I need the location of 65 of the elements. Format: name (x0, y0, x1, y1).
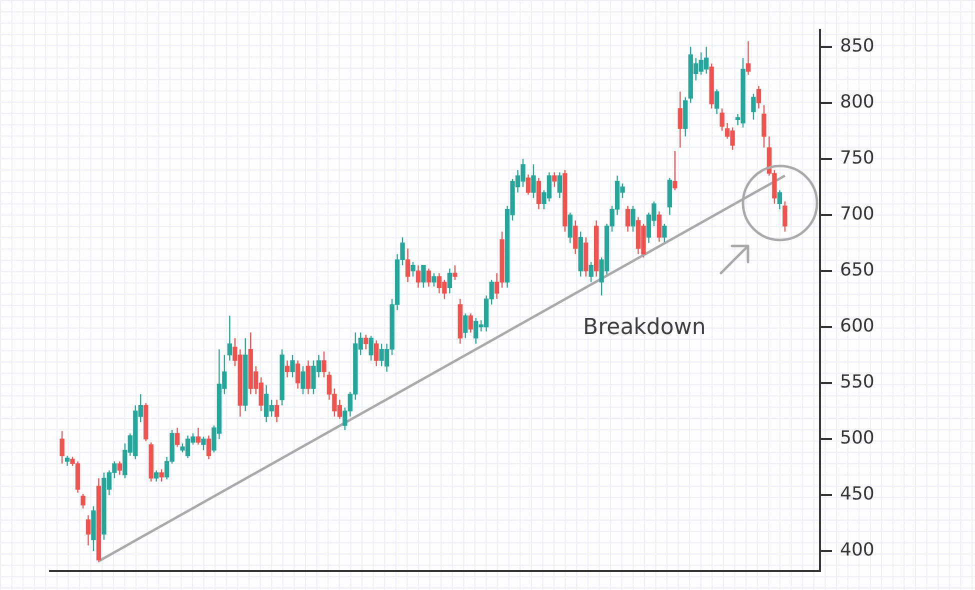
candlestick (720, 108, 724, 132)
candlestick (630, 205, 636, 232)
y-tick-label: 750 (840, 148, 874, 169)
candlestick (80, 493, 86, 510)
y-tick-label: 600 (840, 316, 874, 337)
candlestick (410, 261, 416, 278)
candlestick (678, 91, 682, 148)
candlestick (416, 264, 421, 288)
candlestick (447, 268, 452, 294)
candlestick (777, 190, 782, 210)
y-tick-label: 800 (840, 92, 874, 113)
candlestick (86, 514, 91, 546)
candlestick (154, 470, 159, 482)
candlestick (531, 164, 536, 199)
candlestick (426, 268, 432, 288)
y-tick-label: 450 (840, 484, 874, 505)
candlestick (536, 177, 542, 210)
candlestick (557, 172, 562, 199)
candlestick (284, 360, 290, 378)
candlestick (364, 334, 368, 350)
candlestick (625, 205, 630, 232)
candlestick (196, 427, 201, 446)
candlestick (374, 340, 379, 367)
candlestick (662, 223, 667, 244)
candlestick (672, 150, 678, 191)
candlestick (573, 220, 578, 255)
candlestick (782, 200, 788, 232)
candlestick (432, 272, 436, 288)
candlestick (756, 85, 762, 110)
candlestick (468, 312, 473, 334)
candlestick (206, 435, 212, 460)
candlestick (751, 93, 756, 120)
candlestick (405, 248, 410, 283)
candlestick (174, 427, 180, 448)
candlestick (588, 261, 594, 283)
candlestick (526, 174, 531, 196)
candlestick (746, 40, 751, 76)
candlestick (568, 212, 572, 244)
candlestick (306, 360, 311, 395)
candlestick (60, 430, 64, 464)
y-tick-label: 400 (840, 540, 874, 561)
candlestick (762, 104, 766, 148)
candlestick (463, 312, 468, 339)
y-tick-label: 650 (840, 260, 874, 281)
y-tick-label: 500 (840, 428, 874, 449)
candlestick (421, 264, 426, 288)
candlestick (368, 335, 374, 362)
candlestick (656, 210, 662, 242)
y-tick-label: 850 (840, 35, 874, 56)
candlestick (300, 366, 306, 395)
annotation: Breakdown (583, 315, 706, 340)
candlestick (552, 172, 557, 188)
candlestick (295, 360, 300, 390)
y-tick-label: 700 (840, 204, 874, 225)
candlestick (117, 460, 122, 476)
candlestick (452, 264, 458, 280)
y-tick-label: 550 (840, 372, 874, 393)
candlestick (274, 399, 280, 423)
candlestick (201, 436, 206, 451)
candlestick (290, 354, 295, 378)
candlestick (227, 315, 232, 362)
candlestick (714, 88, 720, 115)
candlestick (64, 455, 70, 466)
candlestick (159, 468, 164, 482)
candlestick (322, 350, 326, 378)
